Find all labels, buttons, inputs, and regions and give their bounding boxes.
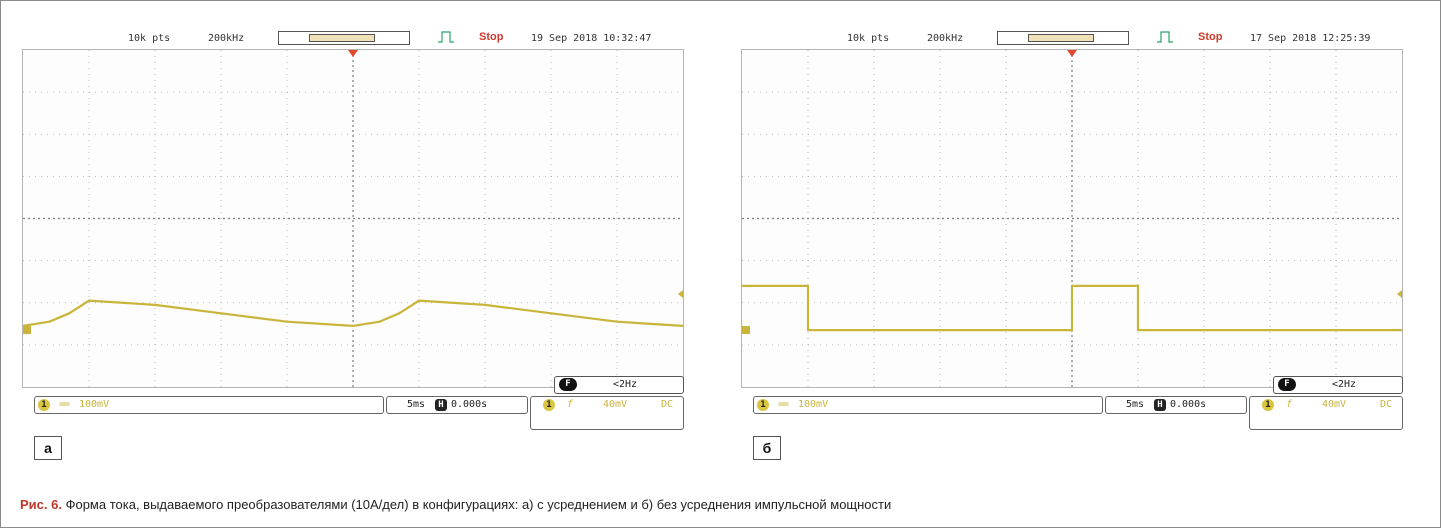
points-readout: 10k pts: [847, 33, 890, 44]
scope-panel-a: 10k pts 200kHz Stop 19 Sep 2018 10:32:47…: [18, 29, 685, 433]
coupling-icon: ==: [59, 399, 70, 410]
horizontal-position: 0.000s: [1170, 399, 1207, 410]
trigger-level-marker: [1397, 290, 1402, 299]
trigger-source-badge: 1: [543, 399, 555, 411]
trigger-source-badge: 1: [1262, 399, 1274, 411]
figure-caption: Рис. 6. Форма тока, выдаваемого преобраз…: [20, 497, 1420, 512]
scope-screen: [22, 49, 684, 388]
panel-label-a: а: [34, 436, 62, 460]
h-icon: H: [435, 399, 447, 411]
timebase-box: 5ms H 0.000s: [1105, 396, 1247, 414]
trigger-box: 1 f 40mV DC: [1249, 396, 1403, 430]
vdiv-value: 100mV: [79, 399, 110, 410]
timebase-box: 5ms H 0.000s: [386, 396, 528, 414]
scope-panel-b: 10k pts 200kHz Stop 17 Sep 2018 12:25:39…: [737, 29, 1404, 433]
status-stop: Stop: [1198, 31, 1223, 43]
frequency-readout: F <2Hz: [1273, 376, 1403, 394]
timestamp: 17 Sep 2018 12:25:39: [1250, 33, 1371, 44]
h-icon: H: [1154, 399, 1166, 411]
status-stop: Stop: [479, 31, 504, 43]
channel-1-badge: 1: [38, 399, 50, 411]
scope-header: 10k pts 200kHz Stop 17 Sep 2018 12:25:39: [737, 29, 1404, 49]
timestamp: 19 Sep 2018 10:32:47: [531, 33, 652, 44]
memory-window: [309, 34, 375, 42]
memory-bar: [997, 31, 1129, 45]
channel-1-ground-marker: [23, 326, 31, 335]
time-per-div: 5ms: [1126, 399, 1145, 410]
caption-number: Рис. 6.: [20, 497, 62, 512]
memory-window: [1028, 34, 1094, 42]
vdiv-value: 100mV: [798, 399, 829, 410]
trigger-position-marker: [348, 50, 358, 57]
channel-1-trace: [742, 284, 1402, 332]
f-icon: F: [1278, 378, 1296, 391]
trigger-level-marker: [678, 290, 683, 299]
scope-header: 10k pts 200kHz Stop 19 Sep 2018 10:32:47: [18, 29, 685, 49]
waveform-plot: [742, 50, 1402, 387]
channel-1-ground-marker: [742, 326, 750, 335]
pulse-icon: [1157, 31, 1173, 43]
trigger-slope: f: [567, 399, 574, 410]
caption-text: Форма тока, выдаваемого преобразователям…: [65, 497, 892, 512]
trigger-slope: f: [1286, 399, 1293, 410]
waveform-plot: [23, 50, 683, 387]
scope-screen: [741, 49, 1403, 388]
channel-1-badge: 1: [757, 399, 769, 411]
trigger-coupling: DC: [661, 399, 674, 410]
points-readout: 10k pts: [128, 33, 171, 44]
memory-bar: [278, 31, 410, 45]
rate-readout: 200kHz: [927, 33, 964, 44]
frequency-readout: F <2Hz: [554, 376, 684, 394]
coupling-icon: ==: [778, 399, 789, 410]
trigger-box: 1 f 40mV DC: [530, 396, 684, 430]
frequency-value: <2Hz: [613, 379, 638, 390]
time-per-div: 5ms: [407, 399, 426, 410]
pulse-icon: [438, 31, 454, 43]
channel-1-box: 1 == 100mV: [753, 396, 1103, 414]
panel-label-b: б: [753, 436, 781, 460]
status-row: 1 == 100mV 5ms H 0.000s 1 f 40mV DC: [22, 396, 684, 434]
rate-readout: 200kHz: [208, 33, 245, 44]
channel-1-trace: [23, 299, 683, 327]
trigger-level: 40mV: [603, 399, 628, 410]
trigger-position-marker: [1067, 50, 1077, 57]
status-row: 1 == 100mV 5ms H 0.000s 1 f 40mV DC: [741, 396, 1403, 434]
frequency-value: <2Hz: [1332, 379, 1357, 390]
horizontal-position: 0.000s: [451, 399, 488, 410]
trigger-coupling: DC: [1380, 399, 1393, 410]
f-icon: F: [559, 378, 577, 391]
trigger-level: 40mV: [1322, 399, 1347, 410]
channel-1-box: 1 == 100mV: [34, 396, 384, 414]
